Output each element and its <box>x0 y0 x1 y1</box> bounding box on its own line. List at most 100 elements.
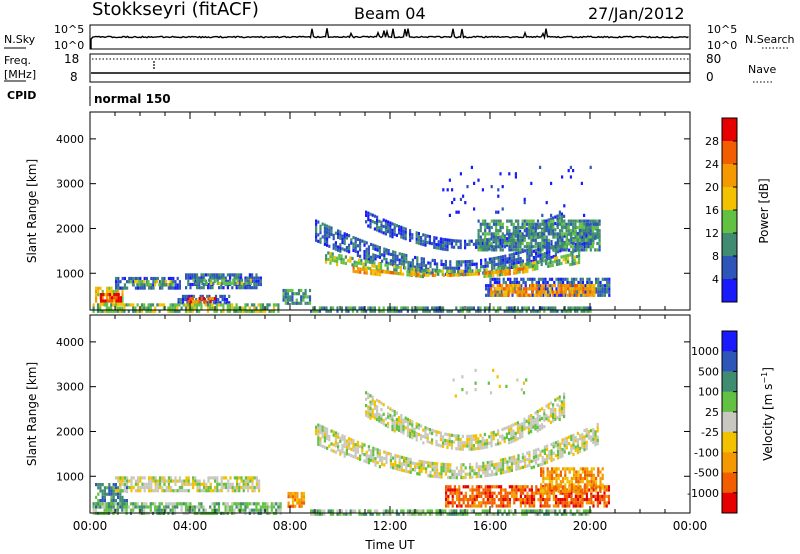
heatmap-cell <box>372 456 375 460</box>
colorbar-tick-label: 8 <box>712 250 719 263</box>
heatmap-cell <box>215 309 218 313</box>
heatmap-cell <box>153 283 157 287</box>
heatmap-cell <box>525 290 528 294</box>
heatmap-cell <box>449 260 452 264</box>
heatmap-cell <box>287 495 290 499</box>
heatmap-cell <box>369 400 372 404</box>
heatmap-cell <box>96 309 100 313</box>
heatmap-cell <box>107 508 111 512</box>
heatmap-cell <box>497 468 500 472</box>
heatmap-cell <box>477 474 480 479</box>
heatmap-cell <box>554 408 557 412</box>
heatmap-cell <box>559 445 562 449</box>
heatmap-cell <box>504 254 507 258</box>
heatmap-cell <box>223 281 226 285</box>
heatmap-cell <box>483 439 486 443</box>
heatmap-cell <box>106 486 109 490</box>
heatmap-cell <box>501 241 504 245</box>
heatmap-cell <box>563 219 566 223</box>
heatmap-cell <box>598 232 601 236</box>
heatmap-cell <box>557 440 560 444</box>
heatmap-cell <box>597 290 600 294</box>
heatmap-cell <box>555 470 558 474</box>
heatmap-cell <box>541 246 544 250</box>
heatmap-cell <box>550 245 553 249</box>
heatmap-cell <box>590 480 593 484</box>
heatmap-cell <box>532 455 535 459</box>
heatmap-cell <box>272 306 276 310</box>
heatmap-cell <box>253 489 256 493</box>
heatmap-cell <box>223 278 226 282</box>
heatmap-cell <box>420 263 423 267</box>
heatmap-cell <box>562 280 565 285</box>
heatmap-cell <box>300 298 303 302</box>
heatmap-cell <box>354 240 357 244</box>
heatmap-cell <box>403 253 406 257</box>
heatmap-cell <box>455 306 458 310</box>
heatmap-cell <box>364 262 367 267</box>
heatmap-cell <box>392 462 395 467</box>
heatmap-cell <box>473 504 476 508</box>
heatmap-cell <box>152 276 155 281</box>
heatmap-cell <box>521 259 524 263</box>
heatmap-cell <box>544 483 547 487</box>
heatmap-cell <box>209 482 212 486</box>
heatmap-cell <box>560 403 563 407</box>
heatmap-cell <box>484 494 487 498</box>
heatmap-cell <box>493 485 496 489</box>
heatmap-cell <box>345 233 348 237</box>
heatmap-cell <box>376 414 379 418</box>
heatmap-cell <box>291 295 294 299</box>
heatmap-cell <box>205 489 208 493</box>
heatmap-cell <box>493 256 496 261</box>
heatmap-cell <box>540 284 543 288</box>
heatmap-cell <box>501 266 504 270</box>
heatmap-cell <box>125 508 128 512</box>
heatmap-cell <box>235 276 238 280</box>
heatmap-cell <box>578 251 581 255</box>
heatmap-cell <box>486 438 489 443</box>
heatmap-cell <box>546 290 549 294</box>
heatmap-cell <box>543 415 546 419</box>
heatmap-cell <box>436 471 439 475</box>
heatmap-cell <box>159 482 162 486</box>
heatmap-cell <box>580 229 584 233</box>
heatmap-cell <box>132 303 135 307</box>
heatmap-cell <box>121 286 124 290</box>
heatmap-cell <box>547 238 551 242</box>
heatmap-cell <box>451 188 454 192</box>
heatmap-cell <box>519 235 522 239</box>
heatmap-cell <box>448 439 451 443</box>
heatmap-cell <box>266 303 269 307</box>
heatmap-cell <box>365 210 368 214</box>
heatmap-cell <box>341 450 344 454</box>
heatmap-cell <box>546 254 549 258</box>
heatmap-cell <box>571 256 574 260</box>
heatmap-cell <box>207 286 210 290</box>
heatmap-cell <box>507 284 510 288</box>
heatmap-cell <box>330 229 333 233</box>
heatmap-cell <box>480 501 483 505</box>
heatmap-cell <box>171 283 174 287</box>
heatmap-cell <box>508 441 511 445</box>
heatmap-cell <box>165 479 168 483</box>
heatmap-cell <box>396 254 399 258</box>
heatmap-cell <box>510 222 513 226</box>
heatmap-cell <box>203 489 206 493</box>
heatmap-cell <box>184 294 187 298</box>
heatmap-cell <box>143 502 146 506</box>
heatmap-cell <box>266 502 269 506</box>
heatmap-cell <box>464 272 467 277</box>
heatmap-cell <box>534 245 537 249</box>
heatmap-cell <box>242 309 245 313</box>
heatmap-cell <box>114 303 117 307</box>
heatmap-cell <box>376 228 379 232</box>
freq-panel-frame <box>89 53 691 83</box>
heatmap-cell <box>395 427 398 431</box>
heatmap-cell <box>507 290 510 294</box>
heatmap-cell <box>189 482 192 486</box>
heatmap-cell <box>156 485 159 490</box>
heatmap-cell <box>334 441 337 445</box>
heatmap-cell <box>258 489 261 493</box>
heatmap-cell <box>328 434 331 439</box>
